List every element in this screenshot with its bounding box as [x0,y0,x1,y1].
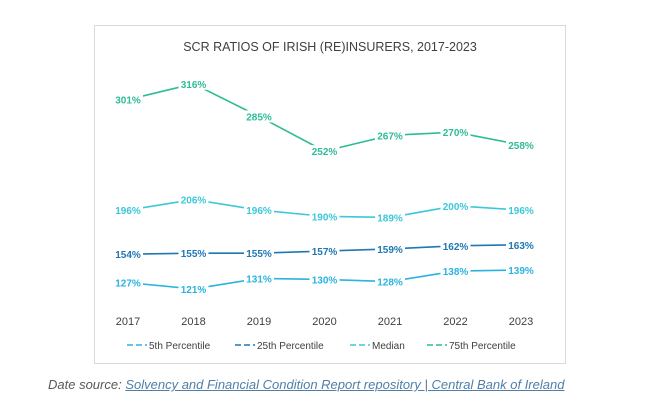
data-label-median-2018: 206% [181,196,207,207]
series-line-75th-percentile [127,83,522,152]
data-label-bg [178,77,209,90]
data-label-25th-percentile-2018: 155% [181,249,207,260]
data-label-5th-percentile-2023: 139% [508,266,534,277]
data-label-bg [440,239,471,252]
x-tick-label-2023: 2023 [509,316,533,328]
data-label-bg [113,248,143,261]
data-label-5th-percentile-2017: 127% [115,279,141,290]
series-median: 196% 206% 196% 190% 189% 200% 196% [113,193,536,224]
data-label-bg [506,138,536,151]
data-label-bg [375,129,405,142]
data-label-bg [113,204,143,217]
x-tick-label-2022: 2022 [443,316,467,328]
data-label-bg [113,93,143,106]
data-label-5th-percentile-2020: 130% [312,275,338,286]
data-label-75th-percentile-2020: 252% [312,147,338,158]
data-label-75th-percentile-2022: 270% [443,128,469,139]
legend-label-25th-percentile: 25th Percentile [257,341,324,352]
data-label-bg [178,247,209,260]
data-label-5th-percentile-2021: 128% [377,278,403,289]
chart-frame [94,25,566,364]
data-label-bg [375,275,405,288]
data-label-bg [440,199,471,212]
data-label-bg [440,126,471,139]
data-label-25th-percentile-2022: 162% [443,242,469,253]
data-label-bg [506,238,536,251]
x-tick-label-2018: 2018 [181,316,205,328]
data-label-median-2022: 200% [443,202,469,213]
data-label-bg [309,210,340,223]
data-label-bg [309,245,340,258]
data-label-bg [244,110,274,123]
chart-title: SCR RATIOS OF IRISH (RE)INSURERS, 2017-2… [183,40,477,54]
x-tick-label-2021: 2021 [378,316,402,328]
data-label-bg [440,265,471,278]
x-tick-label-2019: 2019 [247,316,271,328]
source-note: Date source: Solvency and Financial Cond… [48,377,564,392]
data-label-median-2020: 190% [312,212,338,223]
data-label-5th-percentile-2018: 121% [181,285,207,296]
data-label-median-2017: 196% [115,206,141,217]
data-label-median-2021: 189% [377,213,403,224]
data-label-25th-percentile-2020: 157% [312,247,338,258]
source-prefix: Date source: [48,377,126,392]
data-label-25th-percentile-2021: 159% [377,245,403,256]
data-label-bg [178,193,209,206]
data-label-bg [375,211,405,224]
data-label-bg [506,204,536,217]
data-label-75th-percentile-2018: 316% [181,80,207,91]
data-label-5th-percentile-2022: 138% [443,267,469,278]
source-link[interactable]: Solvency and Financial Condition Report … [125,377,565,392]
data-label-bg [375,242,405,255]
legend-label-median: Median [372,341,405,352]
series-75th-percentile: 301% 316% 285% 252% 267% 270% 258% [113,77,536,158]
data-label-bg [309,273,340,286]
data-label-bg [244,247,274,260]
legend: 5th Percentile 25th Percentile Median 75th … [127,341,516,352]
series-layer: 127% 121% 131% 130% 128% 138% 139% 154% 155% 155%… [113,77,536,296]
data-label-bg [178,282,209,295]
data-label-bg [506,264,536,277]
legend-label-75th-percentile: 75th Percentile [449,341,516,352]
series-25th-percentile: 154% 155% 155% 157% 159% 162% 163% [113,238,536,261]
data-label-25th-percentile-2017: 154% [115,250,141,261]
data-label-bg [113,276,143,289]
data-label-bg [244,272,274,285]
line-chart: SCR RATIOS OF IRISH (RE)INSURERS, 2017-2… [113,40,536,352]
series-5th-percentile: 127% 121% 131% 130% 128% 138% 139% [113,264,536,296]
data-label-25th-percentile-2023: 163% [508,241,534,252]
data-label-5th-percentile-2019: 131% [246,274,272,285]
legend-label-5th-percentile: 5th Percentile [149,341,211,352]
data-label-75th-percentile-2023: 258% [508,141,534,152]
data-label-75th-percentile-2019: 285% [246,112,272,123]
data-label-bg [244,204,274,217]
data-label-25th-percentile-2019: 155% [246,249,272,260]
data-label-bg [309,145,340,158]
x-tick-label-2020: 2020 [312,316,336,328]
data-label-75th-percentile-2021: 267% [377,131,403,142]
data-label-75th-percentile-2017: 301% [115,96,141,107]
x-axis: 2017 2018 2019 2020 2021 2022 2023 [116,316,533,328]
data-label-median-2023: 196% [508,206,534,217]
data-label-median-2019: 196% [246,206,272,217]
x-tick-label-2017: 2017 [116,316,140,328]
